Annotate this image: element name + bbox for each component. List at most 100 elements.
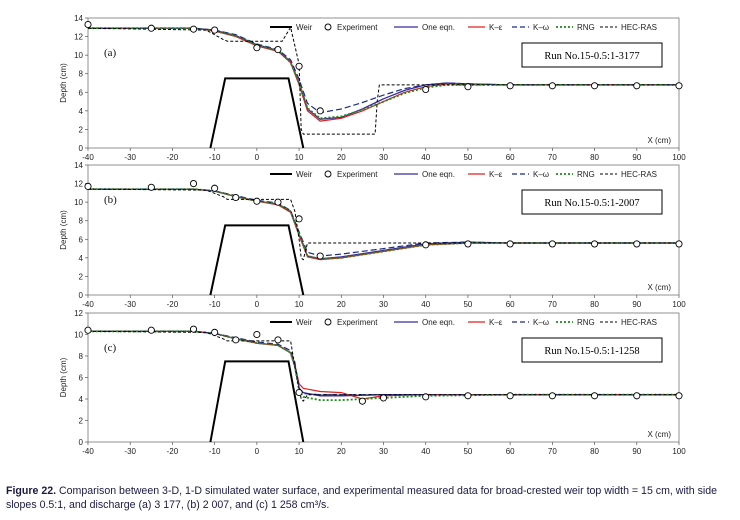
- x-tick-label: 90: [632, 153, 641, 162]
- y-tick-label: 6: [79, 374, 84, 383]
- panel-letter: (c): [104, 342, 117, 354]
- x-tick-label: 30: [379, 153, 388, 162]
- y-tick-label: 4: [79, 254, 84, 263]
- experiment-point: [147, 24, 155, 32]
- legend-swatch-experiment: [324, 23, 332, 31]
- experiment-point: [548, 392, 556, 400]
- y-tick-label: 0: [79, 438, 84, 447]
- experiment-point: [506, 82, 514, 90]
- experiment-point: [548, 82, 556, 90]
- experiment-point: [422, 393, 430, 401]
- chart-panel-2: 0 2 4 6 8 10 12 14 -40 -30 -20 -10 0 10 20 30 40 50 60 70 80…: [59, 161, 686, 309]
- legend-label-weir: Weir: [296, 23, 313, 32]
- x-tick-label: 60: [506, 300, 515, 309]
- x-tick-label: 40: [421, 153, 430, 162]
- y-tick-label: 2: [79, 417, 84, 426]
- experiment-point: [633, 392, 641, 400]
- experiment-point: [253, 44, 261, 52]
- y-tick-label: 12: [74, 309, 83, 318]
- x-tick-label: -10: [209, 447, 221, 456]
- x-tick-label: 40: [421, 447, 430, 456]
- legend-label-hecras: HEC-RAS: [621, 23, 657, 32]
- x-tick-label: -20: [167, 153, 179, 162]
- y-tick-label: 6: [79, 88, 84, 97]
- y-tick-label: 0: [79, 291, 84, 300]
- legend-label-rng: RNG: [577, 23, 595, 32]
- experiment-point: [591, 392, 599, 400]
- panel-letter: (a): [104, 47, 117, 59]
- x-tick-label: 50: [463, 447, 472, 456]
- experiment-point: [274, 336, 282, 344]
- x-tick-label: 0: [255, 447, 260, 456]
- y-tick-label: 8: [79, 70, 84, 79]
- y-tick-label: 14: [74, 14, 83, 23]
- y-tick-label: 4: [79, 107, 84, 116]
- plot-frame: [87, 17, 680, 149]
- experiment-point: [591, 82, 599, 90]
- x-tick-label: 50: [463, 153, 472, 162]
- y-tick-label: 2: [79, 125, 84, 134]
- run-label: Run No.15-0.5:1-2007: [544, 198, 639, 209]
- caption-text: Comparison between 3-D, 1-D simulated wa…: [6, 485, 718, 511]
- y-tick-label: 10: [74, 198, 83, 207]
- legend-label-experiment: Experiment: [337, 23, 378, 32]
- legend-label-hecras: HEC-RAS: [621, 170, 657, 179]
- weir-profile: [209, 77, 305, 149]
- legend-label-experiment: Experiment: [337, 318, 378, 327]
- x-tick-label: 80: [590, 300, 599, 309]
- experiment-point: [253, 197, 261, 205]
- experiment-point: [211, 26, 219, 34]
- legend-label-one_eqn: One eqn.: [422, 318, 455, 327]
- x-tick-label: 80: [590, 447, 599, 456]
- experiment-point: [211, 328, 219, 336]
- experiment-point: [295, 62, 303, 70]
- legend-label-k_eps: K–ε: [489, 318, 503, 327]
- experiment-point: [274, 198, 282, 206]
- legend-label-weir: Weir: [296, 170, 313, 179]
- legend-label-weir: Weir: [296, 318, 313, 327]
- legend-label-rng: RNG: [577, 170, 595, 179]
- y-tick-label: 12: [74, 180, 83, 189]
- experiment-point: [422, 85, 430, 94]
- experiment-point: [295, 215, 303, 223]
- experiment-point: [633, 240, 641, 248]
- experiment-point: [295, 388, 303, 397]
- experiment-point: [316, 252, 324, 260]
- x-tick-label: 0: [255, 300, 260, 309]
- x-tick-label: 90: [632, 300, 641, 309]
- x-tick-label: 40: [421, 300, 430, 309]
- x-axis-label: X (cm): [647, 283, 671, 292]
- x-tick-label: -40: [82, 447, 94, 456]
- experiment-point: [274, 46, 282, 54]
- legend-label-k_eps: K–ε: [489, 23, 503, 32]
- series-line-hec-ras: [87, 330, 679, 402]
- x-tick-label: 70: [548, 447, 557, 456]
- run-label: Run No.15-0.5:1-1258: [544, 346, 639, 357]
- experiment-point: [211, 184, 219, 192]
- chart-panel-3: 0 2 4 6 8 10 12 -40 -30 -20 -10 0 10 20 30 40 50 60 70 80 90…: [59, 309, 686, 456]
- series-line-rng: [88, 188, 679, 260]
- y-axis-label: Depth (cm): [59, 357, 68, 397]
- experiment-point: [506, 240, 514, 248]
- legend-label-k_omega: K–ω: [533, 170, 549, 179]
- x-tick-label: -20: [167, 447, 179, 456]
- x-tick-label: 100: [672, 447, 686, 456]
- legend-label-k_omega: K–ω: [533, 23, 549, 32]
- experiment-point: [591, 240, 599, 248]
- x-tick-label: -20: [167, 300, 179, 309]
- y-axis-label: Depth (cm): [59, 210, 68, 250]
- y-tick-label: 8: [79, 352, 84, 361]
- experiment-point: [147, 326, 155, 334]
- legend-swatch-experiment: [324, 170, 332, 178]
- x-tick-label: -10: [209, 153, 221, 162]
- y-tick-label: 10: [74, 331, 83, 340]
- series-line-hec-ras: [87, 188, 679, 261]
- x-tick-label: -40: [82, 300, 94, 309]
- legend-label-experiment: Experiment: [337, 170, 378, 179]
- x-tick-label: -30: [124, 153, 136, 162]
- x-tick-label: 10: [295, 447, 304, 456]
- run-label-box: [521, 337, 663, 363]
- experiment-point: [189, 180, 198, 188]
- x-tick-label: -30: [124, 447, 136, 456]
